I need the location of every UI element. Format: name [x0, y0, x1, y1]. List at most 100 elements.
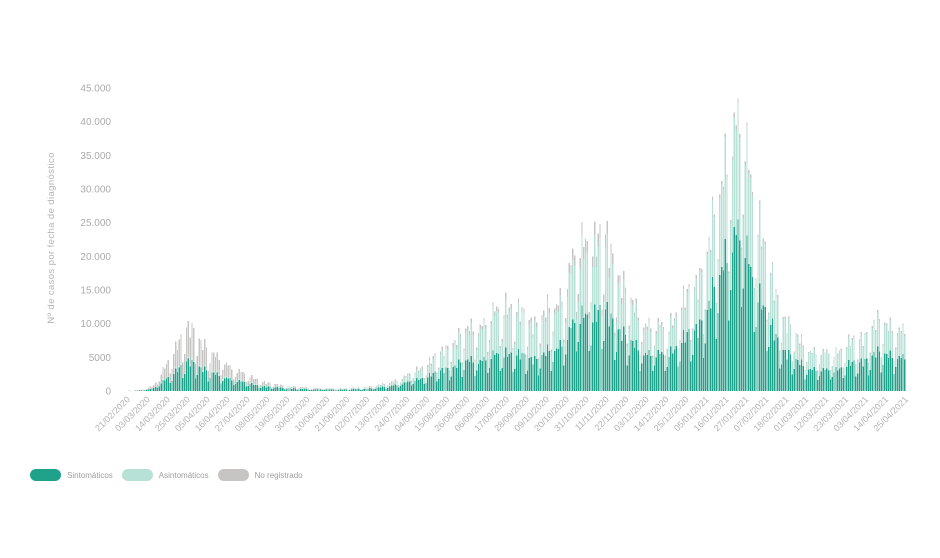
bar-segment [784, 350, 786, 391]
bar-segment [352, 388, 355, 390]
bar-segment [713, 217, 716, 288]
bar-segment [312, 389, 315, 391]
bar-segment [543, 310, 545, 316]
bar-segment [505, 292, 507, 298]
bar-segment [701, 271, 703, 321]
bar-segment [853, 360, 855, 391]
bar-segment [233, 385, 235, 391]
bar-segment [370, 387, 373, 389]
bar-segment [731, 252, 734, 391]
bar-segment [662, 354, 665, 391]
bar-segment [788, 316, 790, 319]
bar-segment [483, 318, 485, 322]
bar-segment [769, 324, 772, 391]
bar-segment [720, 181, 723, 185]
bar-segment [904, 359, 906, 391]
bar-segment [557, 348, 560, 391]
bar-segment [737, 219, 739, 391]
bar-segment [258, 388, 260, 391]
bar-segment [619, 282, 621, 329]
bar-segment [757, 302, 759, 391]
bar-segment [220, 383, 222, 391]
bar-segment [320, 389, 322, 391]
bar-segment [699, 270, 701, 320]
bar-segment [697, 301, 699, 338]
bar-segment [633, 316, 636, 348]
bar-segment [532, 364, 534, 391]
bar-segment [639, 354, 641, 357]
bar-segment [369, 386, 371, 387]
bar-segment [621, 303, 623, 342]
bar-segment [165, 377, 168, 379]
bar-segment [642, 330, 645, 356]
bar-segment [871, 326, 873, 328]
bar-segment [330, 388, 333, 390]
bar-segment [423, 379, 425, 385]
bar-segment [728, 273, 730, 321]
bar-segment [171, 369, 173, 381]
bar-segment [838, 350, 841, 352]
bar-segment [566, 296, 569, 341]
bar-segment [145, 390, 148, 391]
bar-segment [251, 375, 253, 382]
bar-segment [594, 221, 596, 236]
bar-segment [285, 389, 287, 391]
bar-segment [584, 313, 587, 391]
bar-segment [662, 326, 665, 330]
bar-segment [468, 334, 471, 362]
bar-segment [213, 370, 215, 373]
bar-segment [227, 377, 229, 379]
bar-segment [521, 311, 523, 353]
bar-segment [167, 360, 170, 376]
bar-segment [439, 351, 442, 355]
bar-segment [860, 358, 862, 391]
bar-segment [265, 383, 267, 387]
bar-segment [365, 387, 367, 388]
bar-segment [176, 350, 179, 371]
bar-segment [398, 385, 400, 388]
bar-segment [207, 370, 209, 381]
bar-segment [844, 364, 846, 376]
bar-segment [184, 354, 186, 373]
bar-segment [724, 137, 726, 240]
bar-segment [866, 358, 868, 391]
bar-segment [554, 314, 556, 351]
bar-segment [835, 367, 837, 391]
bar-segment [325, 389, 327, 390]
bar-segment [280, 386, 282, 388]
bar-segment [545, 317, 547, 322]
bar-segment [808, 352, 810, 354]
bar-segment [528, 358, 530, 391]
bar-segment [691, 330, 694, 355]
bar-segment [873, 320, 875, 323]
bar-segment [418, 379, 420, 391]
bar-segment [501, 341, 503, 368]
bar-segment [343, 389, 345, 391]
bar-segment [231, 380, 233, 391]
bar-segment [857, 373, 859, 391]
bar-segment [583, 258, 585, 318]
bar-segment [214, 357, 217, 374]
bar-segment [780, 364, 783, 391]
bar-segment [563, 365, 565, 391]
bar-segment [621, 341, 623, 391]
bar-segment [399, 382, 402, 384]
bar-segment [330, 388, 333, 389]
bar-segment [568, 272, 570, 328]
bar-segment [896, 334, 899, 360]
bar-segment [896, 359, 899, 391]
bar-segment [552, 331, 554, 336]
bar-segment [263, 380, 266, 385]
bar-segment [597, 310, 599, 391]
bar-segment [844, 375, 846, 391]
bar-segment [164, 368, 166, 380]
y-tick-label: 35.000 [80, 151, 111, 162]
bar-segment [184, 374, 186, 391]
bar-segment [193, 361, 195, 391]
bar-segment [813, 347, 815, 349]
bar-segment [608, 277, 610, 327]
bar-segment [659, 353, 661, 391]
bar-segment [561, 301, 563, 308]
bar-segment [539, 368, 541, 391]
bar-segment [887, 332, 890, 358]
